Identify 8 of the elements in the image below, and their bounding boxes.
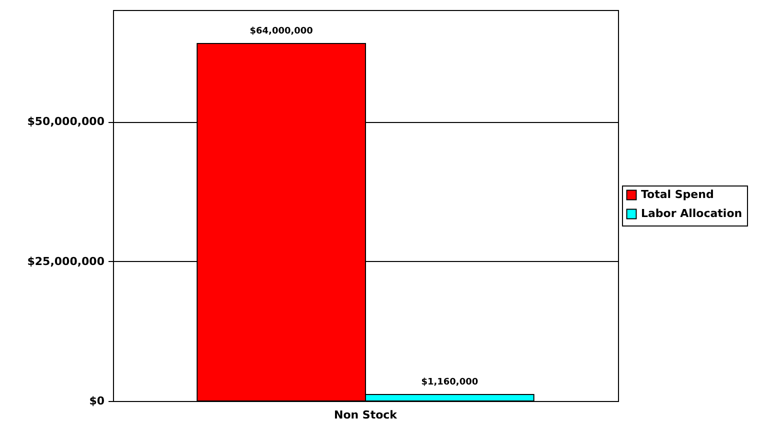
y-tick-label: $50,000,000 bbox=[27, 115, 105, 128]
data-label: $1,160,000 bbox=[421, 378, 478, 388]
data-label: $64,000,000 bbox=[250, 26, 313, 37]
y-tick-label: $25,000,000 bbox=[27, 254, 105, 268]
x-tick-label: Non Stock bbox=[334, 408, 398, 422]
legend-label: Labor Allocation bbox=[641, 207, 742, 220]
legend-label: Total Spend bbox=[641, 188, 714, 201]
y-tick-label: $0 bbox=[89, 394, 105, 408]
